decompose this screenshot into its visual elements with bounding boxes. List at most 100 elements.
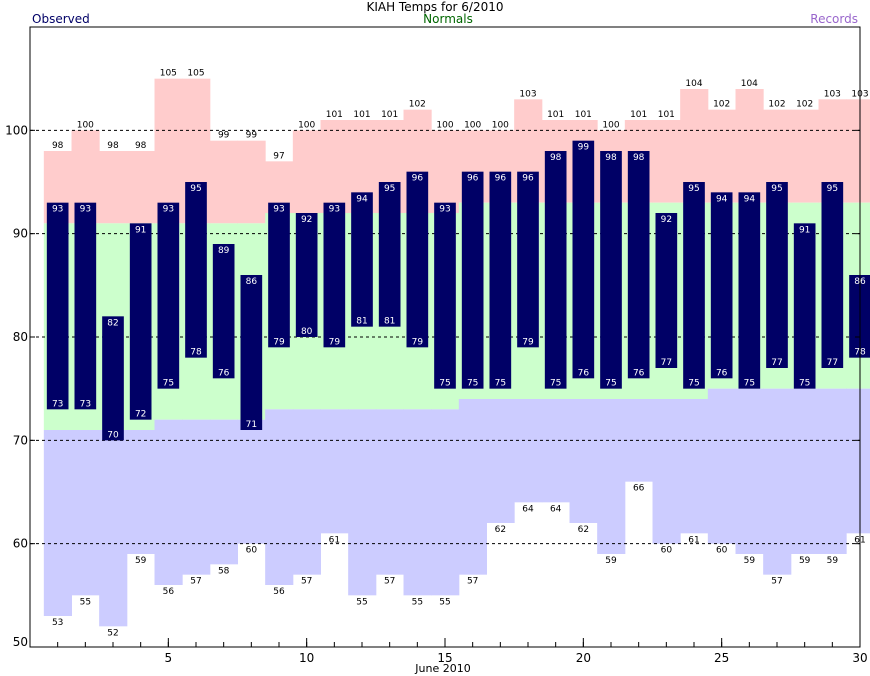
observed-high-label: 98	[633, 153, 645, 163]
observed-low-label: 75	[439, 379, 450, 389]
record-high-label: 101	[575, 110, 592, 120]
observed-high-label: 98	[605, 153, 617, 163]
record-low-label: 55	[439, 597, 450, 607]
record-low-band	[763, 388, 792, 575]
record-high-label: 101	[547, 110, 564, 120]
observed-high-label: 98	[550, 153, 562, 163]
observed-high-label: 91	[799, 225, 810, 235]
record-low-label: 57	[467, 577, 478, 587]
observed-high-label: 93	[163, 205, 174, 215]
x-tick-label: 5	[165, 651, 173, 665]
observed-bar	[378, 182, 401, 327]
record-low-band	[790, 388, 819, 554]
observed-low-label: 76	[633, 368, 645, 378]
record-high-band	[126, 151, 155, 224]
record-low-label: 57	[301, 577, 312, 587]
observed-low-label: 73	[80, 399, 91, 409]
observed-bar	[766, 182, 788, 368]
record-high-band	[237, 140, 266, 224]
y-tick-label: 70	[13, 433, 28, 447]
record-low-label: 57	[771, 577, 782, 587]
observed-low-label: 75	[495, 379, 506, 389]
observed-high-label: 94	[744, 194, 756, 204]
observed-bar	[544, 151, 567, 389]
observed-low-label: 79	[273, 337, 285, 347]
record-high-label: 102	[713, 100, 730, 110]
record-low-band	[71, 430, 100, 596]
observed-low-label: 75	[163, 379, 174, 389]
observed-low-label: 73	[52, 399, 63, 409]
record-low-label: 56	[273, 587, 285, 597]
observed-low-label: 75	[744, 379, 755, 389]
record-high-label: 97	[273, 151, 284, 161]
record-low-band	[320, 409, 349, 534]
observed-bar	[185, 182, 207, 358]
record-low-band	[154, 419, 183, 585]
observed-low-label: 72	[135, 410, 146, 420]
record-low-label: 59	[605, 556, 617, 566]
record-high-label: 102	[409, 100, 426, 110]
record-low-band	[541, 399, 570, 503]
record-high-band	[707, 109, 736, 203]
observed-high-label: 96	[412, 174, 424, 184]
observed-high-label: 82	[107, 318, 118, 328]
record-low-label: 56	[163, 587, 175, 597]
record-low-band	[43, 430, 72, 616]
observed-high-label: 92	[661, 215, 672, 225]
chart-title: KIAH Temps for 6/2010	[366, 0, 504, 14]
legend-records: Records	[810, 12, 858, 26]
observed-bar	[461, 171, 484, 389]
observed-low-label: 77	[771, 358, 782, 368]
observed-bar	[821, 182, 844, 368]
observed-bar	[157, 202, 180, 389]
record-low-band	[431, 409, 460, 596]
x-tick-label: 25	[714, 651, 729, 665]
record-low-band	[680, 399, 709, 534]
observed-low-label: 75	[605, 379, 616, 389]
observed-bar	[129, 223, 152, 420]
observed-high-label: 93	[329, 205, 340, 215]
record-low-label: 58	[218, 566, 230, 576]
observed-bar	[683, 182, 705, 389]
observed-high-label: 93	[439, 205, 450, 215]
record-high-band	[652, 120, 681, 203]
record-low-band	[707, 388, 736, 544]
record-low-label: 66	[633, 484, 645, 494]
record-low-label: 55	[412, 597, 423, 607]
record-low-label: 60	[246, 546, 258, 556]
observed-low-label: 75	[550, 379, 561, 389]
observed-low-label: 78	[190, 348, 202, 358]
observed-high-label: 94	[716, 194, 728, 204]
record-low-label: 64	[550, 504, 562, 514]
y-tick-label: 60	[13, 537, 28, 551]
y-tick-label: 80	[13, 330, 28, 344]
x-tick-label: 30	[852, 651, 867, 665]
observed-high-label: 96	[467, 174, 479, 184]
record-high-band	[99, 151, 128, 224]
record-low-band	[99, 430, 128, 627]
observed-low-label: 79	[412, 337, 424, 347]
record-high-label: 100	[602, 120, 619, 130]
record-low-band	[652, 399, 681, 544]
observed-high-label: 89	[218, 246, 230, 256]
observed-high-label: 93	[52, 205, 63, 215]
observed-bar	[600, 151, 622, 389]
record-low-band	[486, 399, 515, 523]
observed-bar	[102, 316, 124, 441]
x-tick-label: 20	[576, 651, 591, 665]
record-high-band	[320, 120, 349, 213]
record-high-label: 100	[464, 120, 481, 130]
observed-high-label: 91	[135, 225, 146, 235]
record-low-label: 61	[688, 535, 699, 545]
record-low-label: 64	[522, 504, 534, 514]
record-high-label: 104	[685, 79, 702, 89]
observed-low-label: 75	[799, 379, 810, 389]
observed-low-label: 70	[107, 430, 119, 440]
record-high-label: 98	[107, 141, 119, 151]
record-high-label: 98	[52, 141, 64, 151]
observed-low-label: 76	[716, 368, 728, 378]
record-high-label: 100	[492, 120, 509, 130]
record-low-label: 59	[799, 556, 811, 566]
record-high-band	[431, 130, 460, 213]
